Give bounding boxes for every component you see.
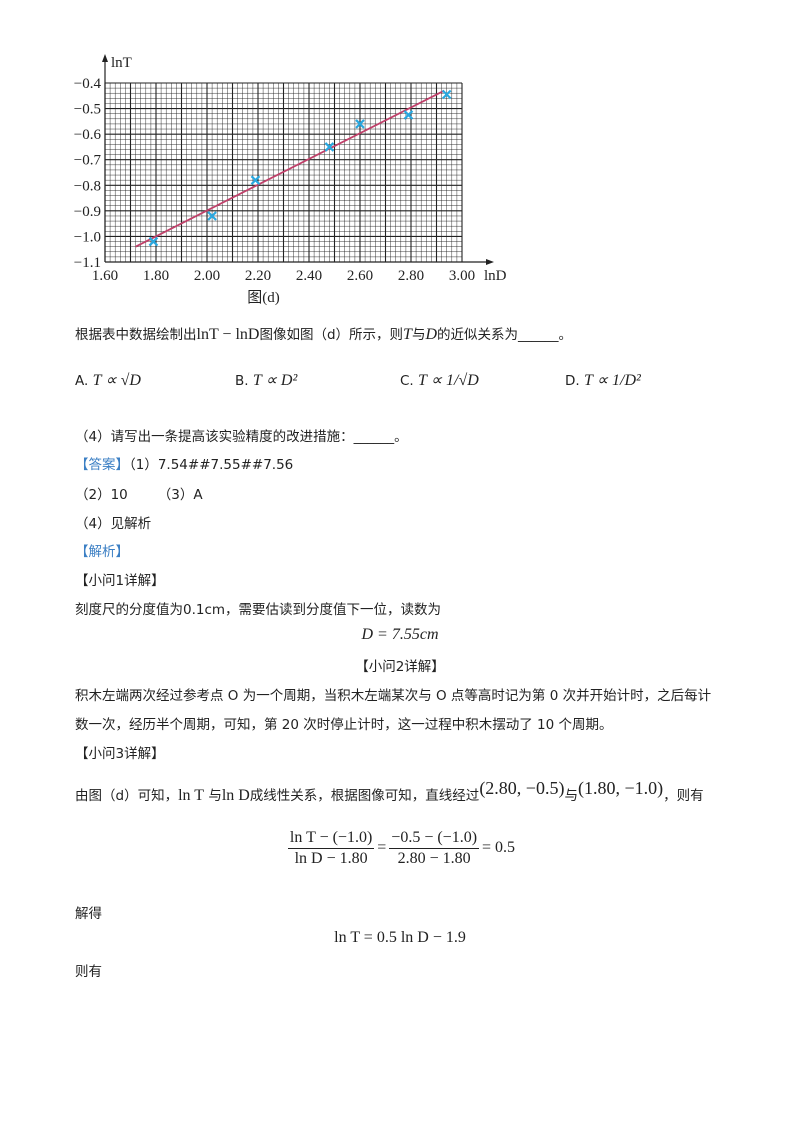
slope-equation: ln T − (−1.0) ln D − 1.80 = −0.5 − (−1.0) 2.… (287, 828, 516, 869)
x-tick-label: 1.80 (143, 268, 169, 284)
answer-line-2: （2）10 （3）A (75, 483, 203, 503)
question-end: 的近似关系为______。 (437, 327, 572, 343)
text: 与 (208, 788, 222, 804)
numerator: −0.5 − (−1.0) (389, 828, 480, 849)
question-mid: 与 (411, 327, 426, 343)
y-tick-label: −0.8 (74, 178, 101, 194)
data-point (148, 236, 159, 247)
ln-t: ln T (178, 787, 205, 804)
option-math: T ∝ √D (92, 372, 141, 389)
data-point (403, 110, 414, 120)
question-t: T (403, 326, 412, 343)
x-tick-label: 2.60 (347, 268, 373, 284)
option-math: T ∝ 1/√D (418, 372, 479, 389)
text: 与 (564, 788, 578, 804)
sub-question-3-title: 【小问3详解】 (75, 746, 165, 762)
question-expr: lnT − lnD (196, 326, 260, 343)
option-a: A. T ∝ √D (75, 370, 141, 390)
option-label: D. (565, 373, 580, 389)
x-tick-label: 2.20 (245, 268, 271, 284)
answer-line: 【答案】（1）7.54##7.55##7.56 (75, 453, 293, 473)
chart-caption: 图(d) (247, 289, 280, 306)
denominator: 2.80 − 1.80 (397, 850, 471, 867)
x-axis-arrow-icon (486, 259, 494, 265)
data-point (441, 89, 452, 100)
x-tick-label: 2.40 (296, 268, 322, 284)
question-4: （4）请写出一条提高该实验精度的改进措施：______。 (75, 429, 408, 445)
y-tick-label: −0.9 (74, 204, 101, 220)
text: 成线性关系，根据图像可知，直线经过 (249, 788, 480, 804)
sub-question-2-title: 【小问2详解】 (355, 659, 445, 675)
y-tick-label: −0.4 (74, 76, 102, 92)
x-tick-label: 2.00 (194, 268, 220, 284)
sub-question-1-text: 刻度尺的分度值为0.1cm，需要估读到分度值下一位，读数为 (75, 602, 442, 618)
sub-question-2-text-2: 数一次，经历半个周期，可知，第 20 次时停止计时，这一过程中积木摆动了 10 … (75, 717, 613, 733)
y-axis-label: lnT (111, 55, 132, 71)
y-axis-arrow-icon (102, 54, 108, 62)
analysis-tag: 【解析】 (75, 544, 129, 560)
option-label: A. (75, 373, 89, 389)
text: 由图（d）可知， (75, 788, 179, 804)
denominator: ln D − 1.80 (294, 850, 368, 867)
option-label: C. (400, 373, 414, 389)
fit-line (135, 89, 445, 248)
x-tick-label: 1.60 (92, 268, 118, 284)
answer-1: （1）7.54##7.55##7.56 (129, 457, 294, 473)
then-label: 则有 (75, 964, 102, 980)
x-axis-label: lnD (484, 268, 507, 284)
y-tick-label: −0.7 (74, 153, 102, 169)
result: = 0.5 (482, 839, 516, 857)
numerator: ln T − (−1.0) (287, 828, 375, 849)
x-tick-label: 2.80 (398, 268, 424, 284)
sub-question-1-equation: D = 7.55cm (361, 626, 439, 643)
y-tick-label: −1.1 (74, 255, 101, 271)
question-line: 根据表中数据绘制出lnT − lnD图像如图（d）所示，则T与D的近似关系为__… (75, 323, 572, 344)
y-tick-label: −0.6 (74, 127, 102, 143)
option-label: B. (235, 373, 249, 389)
option-b: B. T ∝ D² (235, 370, 297, 390)
option-c: C. T ∝ 1/√D (400, 370, 479, 390)
question-suffix: 图像如图（d）所示，则 (259, 327, 404, 343)
solve-label: 解得 (75, 906, 102, 922)
data-point (355, 119, 365, 129)
question-prefix: 根据表中数据绘制出 (75, 327, 197, 343)
y-tick-label: −1.0 (74, 229, 101, 245)
fraction-2: −0.5 − (−1.0) 2.80 − 1.80 (389, 828, 480, 869)
fraction-1: ln T − (−1.0) ln D − 1.80 (287, 828, 375, 869)
question-d: D (425, 326, 437, 343)
answer-tag: 【答案】 (75, 457, 129, 473)
x-tick-label: 3.00 (449, 268, 475, 284)
option-d: D. T ∝ 1/D² (565, 370, 641, 390)
answer-4: （4）见解析 (75, 516, 152, 532)
y-tick-label: −0.5 (74, 102, 101, 118)
text: ，则有 (663, 788, 704, 804)
point-2: (1.80, −1.0) (577, 778, 664, 798)
option-math: T ∝ 1/D² (583, 372, 641, 389)
data-point (207, 211, 217, 221)
sub-question-1-title: 【小问1详解】 (75, 573, 165, 589)
data-point (324, 142, 335, 152)
answer-2: （2）10 (75, 487, 128, 503)
data-point (250, 175, 261, 185)
sub-question-2-text-1: 积木左端两次经过参考点 O 为一个周期，当积木左端某次与 O 点等高时记为第 0… (75, 688, 712, 704)
line-equation: ln T = 0.5 ln D − 1.9 (334, 929, 466, 946)
sub-question-3-text: 由图（d）可知，ln T 与ln D成线性关系，根据图像可知，直线经过(2.80… (75, 778, 704, 805)
point-1: (2.80, −0.5) (479, 778, 565, 798)
lnT-lnD-chart: 1.60 1.80 2.00 2.20 2.40 2.60 2.80 3.00 −0.4 −0.5… (74, 54, 507, 306)
option-math: T ∝ D² (252, 372, 298, 389)
ln-d: ln D (221, 787, 250, 804)
answer-3: （3）A (157, 487, 203, 503)
